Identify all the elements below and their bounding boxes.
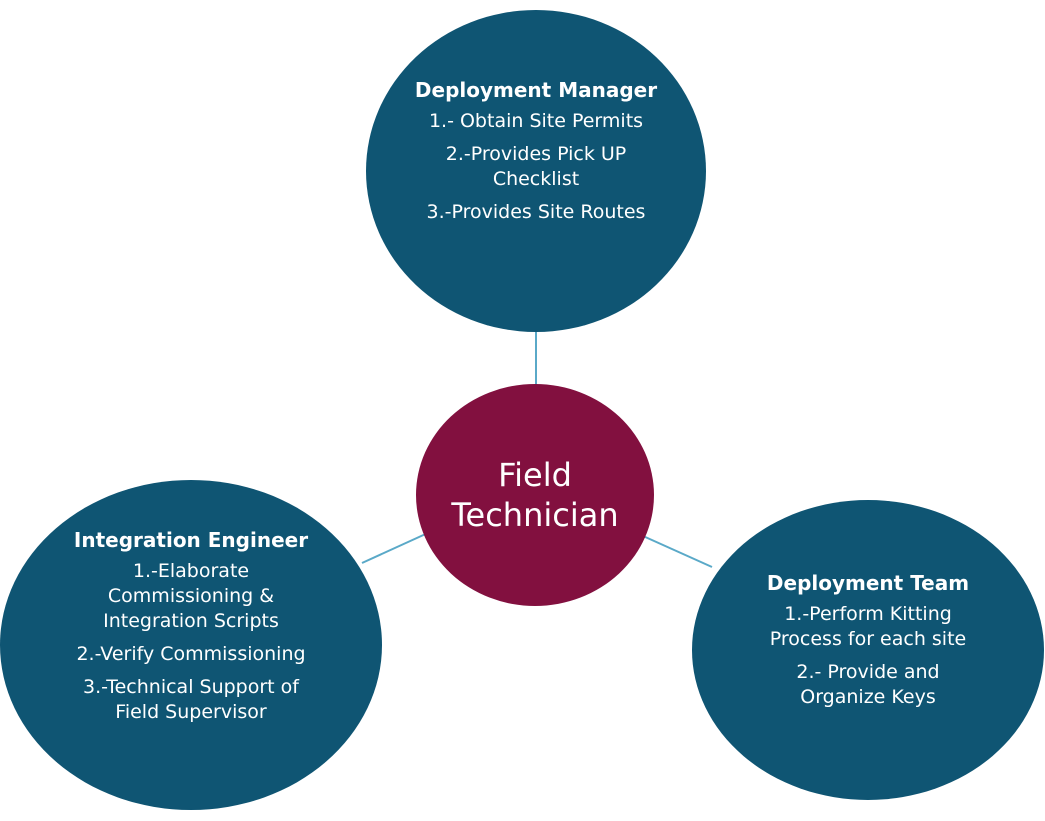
deployment-manager-node: Deployment Manager 1.- Obtain Site Permi… — [366, 10, 706, 332]
integration-engineer-item-3: 3.-Technical Support of Field Supervisor — [83, 676, 299, 723]
deployment-manager-title: Deployment Manager — [414, 78, 658, 102]
integration-engineer-item-1: 1.-Elaborate Commissioning & Integration… — [103, 560, 279, 632]
deployment-manager-item-1: 1.- Obtain Site Permits — [428, 110, 644, 132]
integration-engineer-item-2: 2.-Verify Commissioning — [76, 643, 306, 665]
deployment-team-item-1: 1.-Perform Kitting Process for each site — [769, 603, 967, 650]
connector-integration — [361, 531, 431, 564]
deployment-team-title: Deployment Team — [766, 571, 970, 595]
integration-engineer-title: Integration Engineer — [73, 528, 309, 552]
connector-team — [642, 535, 713, 568]
deployment-team-node: Deployment Team 1.-Perform Kitting Proce… — [692, 500, 1044, 800]
deployment-manager-item-2: 2.-Provides Pick UP Checklist — [445, 143, 627, 190]
deployment-team-item-2: 2.- Provide and Organize Keys — [796, 661, 940, 708]
field-technician-node: Field Technician — [416, 384, 654, 606]
deployment-manager-item-3: 3.-Provides Site Routes — [426, 201, 646, 223]
field-technician-label: Field Technician — [451, 456, 619, 534]
integration-engineer-node: Integration Engineer 1.-Elaborate Commis… — [0, 480, 382, 810]
